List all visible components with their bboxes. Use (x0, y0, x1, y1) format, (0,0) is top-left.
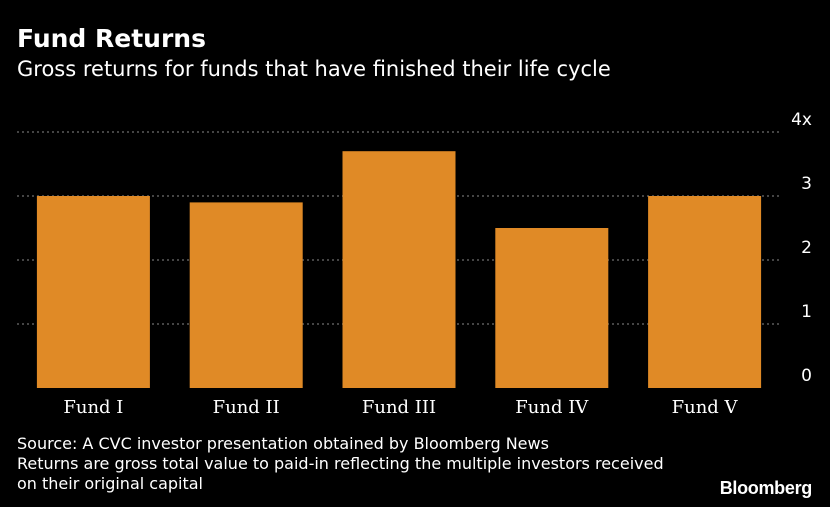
footer-notes: Source: A CVC investor presentation obta… (17, 434, 664, 494)
bar-fund-ii (189, 202, 303, 388)
x-tick-label: Fund I (63, 397, 123, 418)
y-tick-label: 0 (801, 366, 812, 386)
returns-note-line-2: on their original capital (17, 474, 203, 493)
x-axis-tick-labels: Fund I Fund II Fund III Fund IV Fund V (63, 397, 738, 418)
chart-title: Fund Returns (17, 24, 206, 53)
bar-fund-v (648, 196, 762, 388)
source-note: Source: A CVC investor presentation obta… (17, 434, 549, 453)
x-tick-label: Fund V (672, 397, 739, 418)
y-tick-label: 3 (801, 174, 812, 194)
y-axis-tick-labels: 0 1 2 3 4x (791, 110, 812, 386)
y-tick-label: 2 (801, 238, 812, 258)
x-tick-label: Fund II (213, 397, 280, 418)
bar-fund-iii (342, 151, 456, 388)
bar-fund-iv (495, 228, 609, 388)
chart-subtitle: Gross returns for funds that have finish… (17, 57, 611, 81)
bloomberg-logo: Bloomberg (719, 478, 813, 498)
bar-fund-i (36, 196, 150, 388)
x-tick-label: Fund III (362, 397, 436, 418)
x-tick-label: Fund IV (515, 397, 589, 418)
y-tick-label: 1 (801, 302, 812, 322)
bars (36, 151, 762, 388)
returns-note-line-1: Returns are gross total value to paid-in… (17, 454, 664, 473)
y-tick-label: 4x (791, 110, 812, 130)
